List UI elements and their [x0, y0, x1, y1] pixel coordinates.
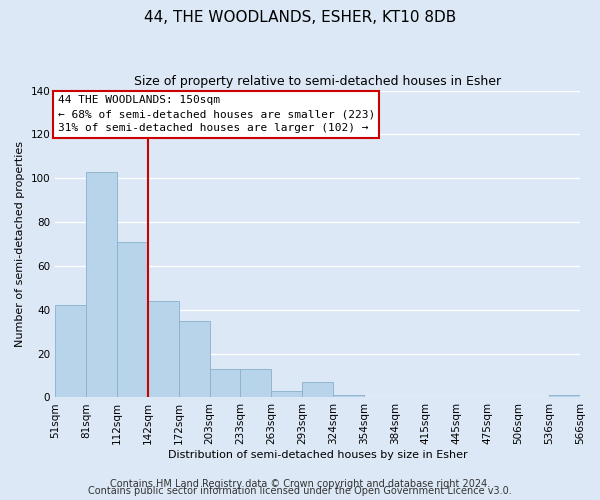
Bar — [271, 391, 302, 398]
Bar — [117, 242, 148, 398]
Bar — [241, 369, 271, 398]
Text: Contains HM Land Registry data © Crown copyright and database right 2024.: Contains HM Land Registry data © Crown c… — [110, 479, 490, 489]
Bar — [209, 369, 241, 398]
Text: 44, THE WOODLANDS, ESHER, KT10 8DB: 44, THE WOODLANDS, ESHER, KT10 8DB — [144, 10, 456, 25]
Bar — [302, 382, 333, 398]
Y-axis label: Number of semi-detached properties: Number of semi-detached properties — [15, 141, 25, 347]
Bar — [55, 306, 86, 398]
X-axis label: Distribution of semi-detached houses by size in Esher: Distribution of semi-detached houses by … — [168, 450, 467, 460]
Bar — [549, 396, 580, 398]
Title: Size of property relative to semi-detached houses in Esher: Size of property relative to semi-detach… — [134, 75, 501, 88]
Text: 44 THE WOODLANDS: 150sqm
← 68% of semi-detached houses are smaller (223)
31% of : 44 THE WOODLANDS: 150sqm ← 68% of semi-d… — [58, 95, 375, 133]
Bar — [333, 396, 364, 398]
Bar — [148, 301, 179, 398]
Bar — [86, 172, 117, 398]
Text: Contains public sector information licensed under the Open Government Licence v3: Contains public sector information licen… — [88, 486, 512, 496]
Bar — [179, 320, 209, 398]
